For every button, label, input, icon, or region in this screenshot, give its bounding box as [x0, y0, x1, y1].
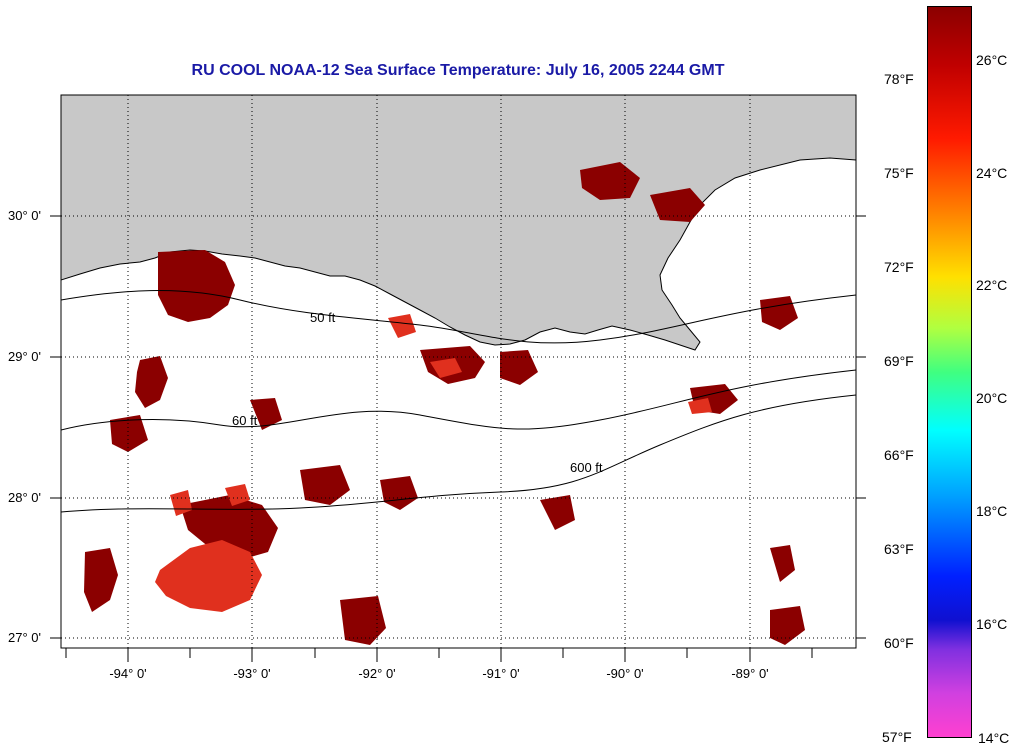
colorbar-label-c: 16°C — [976, 616, 1008, 632]
map-frame — [60, 94, 857, 649]
svg-text:50 ft: 50 ft — [310, 310, 336, 325]
colorbar-label-c: 14°C — [978, 730, 1010, 746]
svg-text:-91° 0': -91° 0' — [482, 666, 519, 681]
svg-text:600 ft: 600 ft — [570, 460, 603, 475]
svg-text:-92° 0': -92° 0' — [358, 666, 395, 681]
svg-text:-89° 0': -89° 0' — [731, 666, 768, 681]
map-plot-area: 50 ft 60 ft 600 ft — [61, 95, 856, 648]
svg-text:29° 0': 29° 0' — [8, 349, 41, 364]
latitude-labels: 30° 0' 29° 0' 28° 0' 27° 0' — [8, 208, 41, 645]
svg-text:28° 0': 28° 0' — [8, 490, 41, 505]
map-title: RU COOL NOAA-12 Sea Surface Temperature:… — [191, 62, 725, 79]
colorbar-label-c: 18°C — [976, 503, 1008, 519]
colorbar-label-f: 57°F — [882, 729, 912, 745]
colorbar-label-f: 75°F — [884, 165, 914, 181]
svg-text:27° 0': 27° 0' — [8, 630, 41, 645]
svg-text:30° 0': 30° 0' — [8, 208, 41, 223]
colorbar-label-c: 24°C — [976, 165, 1008, 181]
sst-hot-patches — [155, 314, 712, 612]
colorbar-label-f: 78°F — [884, 71, 914, 87]
longitude-labels: -94° 0' -93° 0' -92° 0' -91° 0' -90° 0' … — [109, 666, 768, 681]
colorbar-label-c: 22°C — [976, 277, 1008, 293]
bathymetry-contours — [61, 290, 856, 513]
svg-text:-90° 0': -90° 0' — [606, 666, 643, 681]
colorbar-label-c: 26°C — [976, 52, 1008, 68]
colorbar-label-f: 63°F — [884, 541, 914, 557]
svg-text:-94° 0': -94° 0' — [109, 666, 146, 681]
colorbar-label-f: 72°F — [884, 259, 914, 275]
contour-labels: 50 ft 60 ft 600 ft — [232, 310, 603, 475]
land-area — [61, 95, 856, 351]
temperature-colorbar — [927, 6, 972, 738]
colorbar-label-f: 66°F — [884, 447, 914, 463]
colorbar-label-f: 69°F — [884, 353, 914, 369]
colorbar-label-c: 20°C — [976, 390, 1008, 406]
colorbar-label-f: 60°F — [884, 635, 914, 651]
graticule — [61, 95, 856, 648]
svg-text:-93° 0': -93° 0' — [233, 666, 270, 681]
svg-text:60 ft: 60 ft — [232, 413, 258, 428]
tick-marks — [50, 215, 866, 662]
